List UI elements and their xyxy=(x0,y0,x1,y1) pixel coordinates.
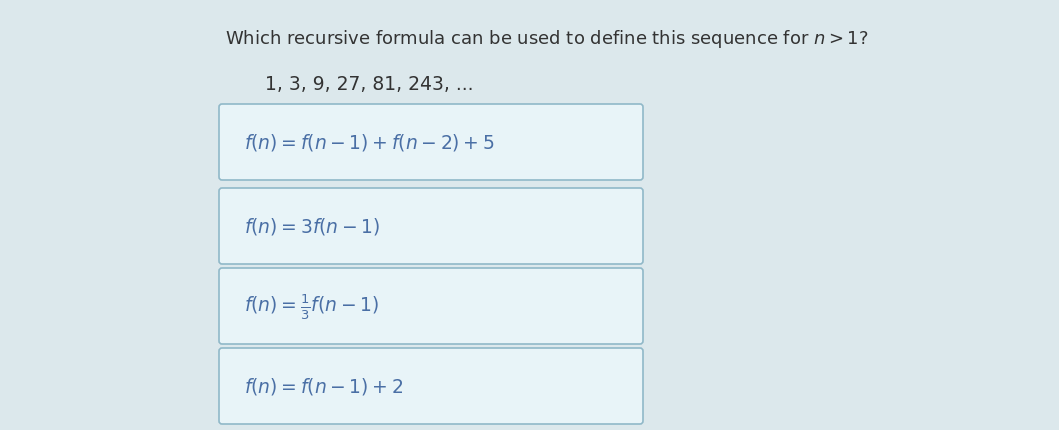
Text: Which recursive formula can be used to define this sequence for $n > 1$?: Which recursive formula can be used to d… xyxy=(225,28,868,50)
Text: 1, 3, 9, 27, 81, 243, ...: 1, 3, 9, 27, 81, 243, ... xyxy=(265,75,473,94)
FancyBboxPatch shape xyxy=(219,105,643,181)
Text: $f(n) = \frac{1}{3}f(n-1)$: $f(n) = \frac{1}{3}f(n-1)$ xyxy=(244,292,379,321)
Text: $f(n) = 3f(n-1)$: $f(n) = 3f(n-1)$ xyxy=(244,216,380,237)
FancyBboxPatch shape xyxy=(219,348,643,424)
Text: $f(n) = f(n-1) + 2$: $f(n) = f(n-1) + 2$ xyxy=(244,376,403,396)
Text: $f(n) = f(n-1) + f(n-2) + 5$: $f(n) = f(n-1) + f(n-2) + 5$ xyxy=(244,132,495,153)
FancyBboxPatch shape xyxy=(219,189,643,264)
FancyBboxPatch shape xyxy=(219,268,643,344)
